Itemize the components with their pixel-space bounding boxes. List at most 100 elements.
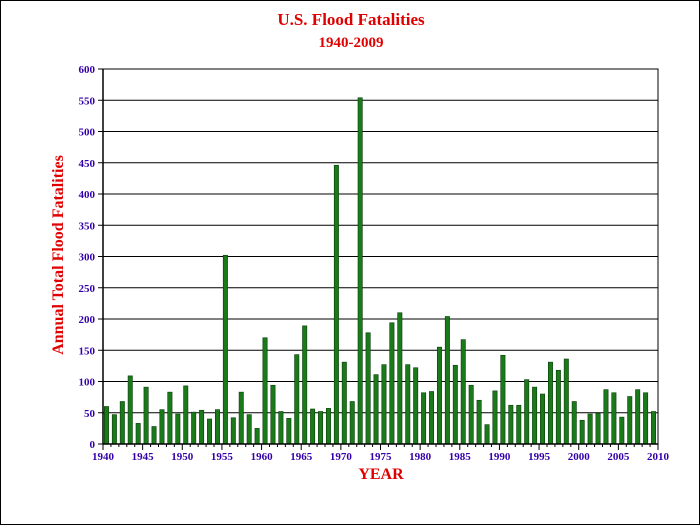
bar-1987 [476,399,482,445]
axes [102,68,659,450]
bar-1975 [381,364,387,445]
bar-2000 [579,419,585,445]
y-tick-label: 0 [90,439,96,451]
bar-1944 [135,423,141,445]
bar-1960 [262,337,268,445]
bar-1968 [325,408,331,445]
x-tick-labels: 1940 1945 1950 1955 1960 1965 1970 1975 1980 1985… [92,451,670,463]
bar-1981 [429,391,435,445]
bar-1952 [199,409,205,445]
bar-1991 [508,404,514,445]
bar-2008 [643,392,649,445]
bar-1958 [246,414,252,445]
y-tick-label: 450 [79,158,96,170]
bar-1973 [365,332,371,445]
bar-1995 [540,393,546,445]
bar-1949 [175,413,181,445]
chart-title: U.S. Flood Fatalities [277,10,425,29]
bar-2006 [627,396,633,445]
x-tick-label: 1980 [409,451,432,463]
x-tick-label: 2005 [607,451,630,463]
bars [103,97,657,445]
bar-1962 [278,411,284,445]
bar-2009 [651,411,657,445]
bar-1942 [119,401,125,445]
bar-1950 [183,385,189,445]
bar-2002 [595,413,601,445]
bar-1961 [270,384,276,445]
bar-1967 [318,411,324,445]
y-tick-label: 150 [79,345,96,357]
x-tick-label: 1985 [449,451,472,463]
bar-1970 [341,361,347,445]
bar-1976 [389,322,395,445]
bar-1983 [444,316,450,445]
bar-1979 [413,367,419,445]
y-tick-label: 250 [79,283,96,295]
x-tick-label: 1945 [132,451,155,463]
bar-1992 [516,404,522,445]
bar-1984 [452,364,458,445]
bar-1989 [492,390,498,445]
bar-1993 [524,379,530,445]
bar-1954 [214,409,220,445]
bar-2004 [611,392,617,445]
bar-1974 [373,374,379,445]
x-tick-label: 1960 [251,451,274,463]
bar-1956 [230,417,236,445]
x-tick-label: 1955 [211,451,234,463]
bar-1945 [143,386,149,445]
bar-1977 [397,312,403,445]
x-tick-label: 1970 [330,451,353,463]
bar-1969 [333,164,339,445]
bar-1990 [500,354,506,445]
bar-1965 [302,325,308,445]
bar-1948 [167,391,173,445]
bar-2007 [635,389,641,445]
bar-1980 [421,392,427,445]
bar-1966 [310,408,316,445]
bar-1947 [159,409,165,445]
x-tick-label: 1950 [171,451,194,463]
y-tick-label: 550 [79,95,96,107]
y-tick-label: 500 [79,127,96,139]
y-tick-label: 50 [84,408,96,420]
y-tick-label: 300 [79,252,96,264]
bar-1964 [294,354,300,445]
x-tick-label: 2000 [568,451,591,463]
y-tick-label: 350 [79,220,96,232]
bar-2001 [587,413,593,445]
bar-1997 [555,369,561,445]
bar-1996 [547,361,553,445]
y-tick-label: 600 [79,64,96,76]
y-tick-label: 200 [79,314,96,326]
y-tick-label: 400 [79,189,96,201]
bar-1994 [532,386,538,445]
bar-1957 [238,391,244,445]
bar-1941 [111,414,117,445]
bar-1953 [207,418,213,445]
y-tick-labels: 0 50 100 150 200 250 300 350 400 450 500 550 600 [79,64,96,451]
y-axis-label: Annual Total Flood Fatalities [50,155,67,355]
x-tick-label: 1990 [488,451,511,463]
bar-1971 [349,401,355,445]
x-axis-label: YEAR [358,466,404,483]
chart-subtitle: 1940-2009 [319,35,384,51]
bar-1998 [563,358,569,445]
bar-1988 [484,424,490,445]
y-tick-label: 100 [79,377,96,389]
x-tick-label: 1965 [290,451,313,463]
bar-1978 [405,364,411,445]
x-tick-label: 1995 [528,451,551,463]
bar-1999 [571,401,577,445]
bar-1985 [460,339,466,445]
bar-1955 [222,254,228,445]
bar-1951 [191,411,197,445]
x-tick-label: 1940 [92,451,115,463]
bar-1940 [103,406,109,445]
bar-1963 [286,418,292,445]
bar-1946 [151,426,157,445]
bar-2003 [603,389,609,445]
